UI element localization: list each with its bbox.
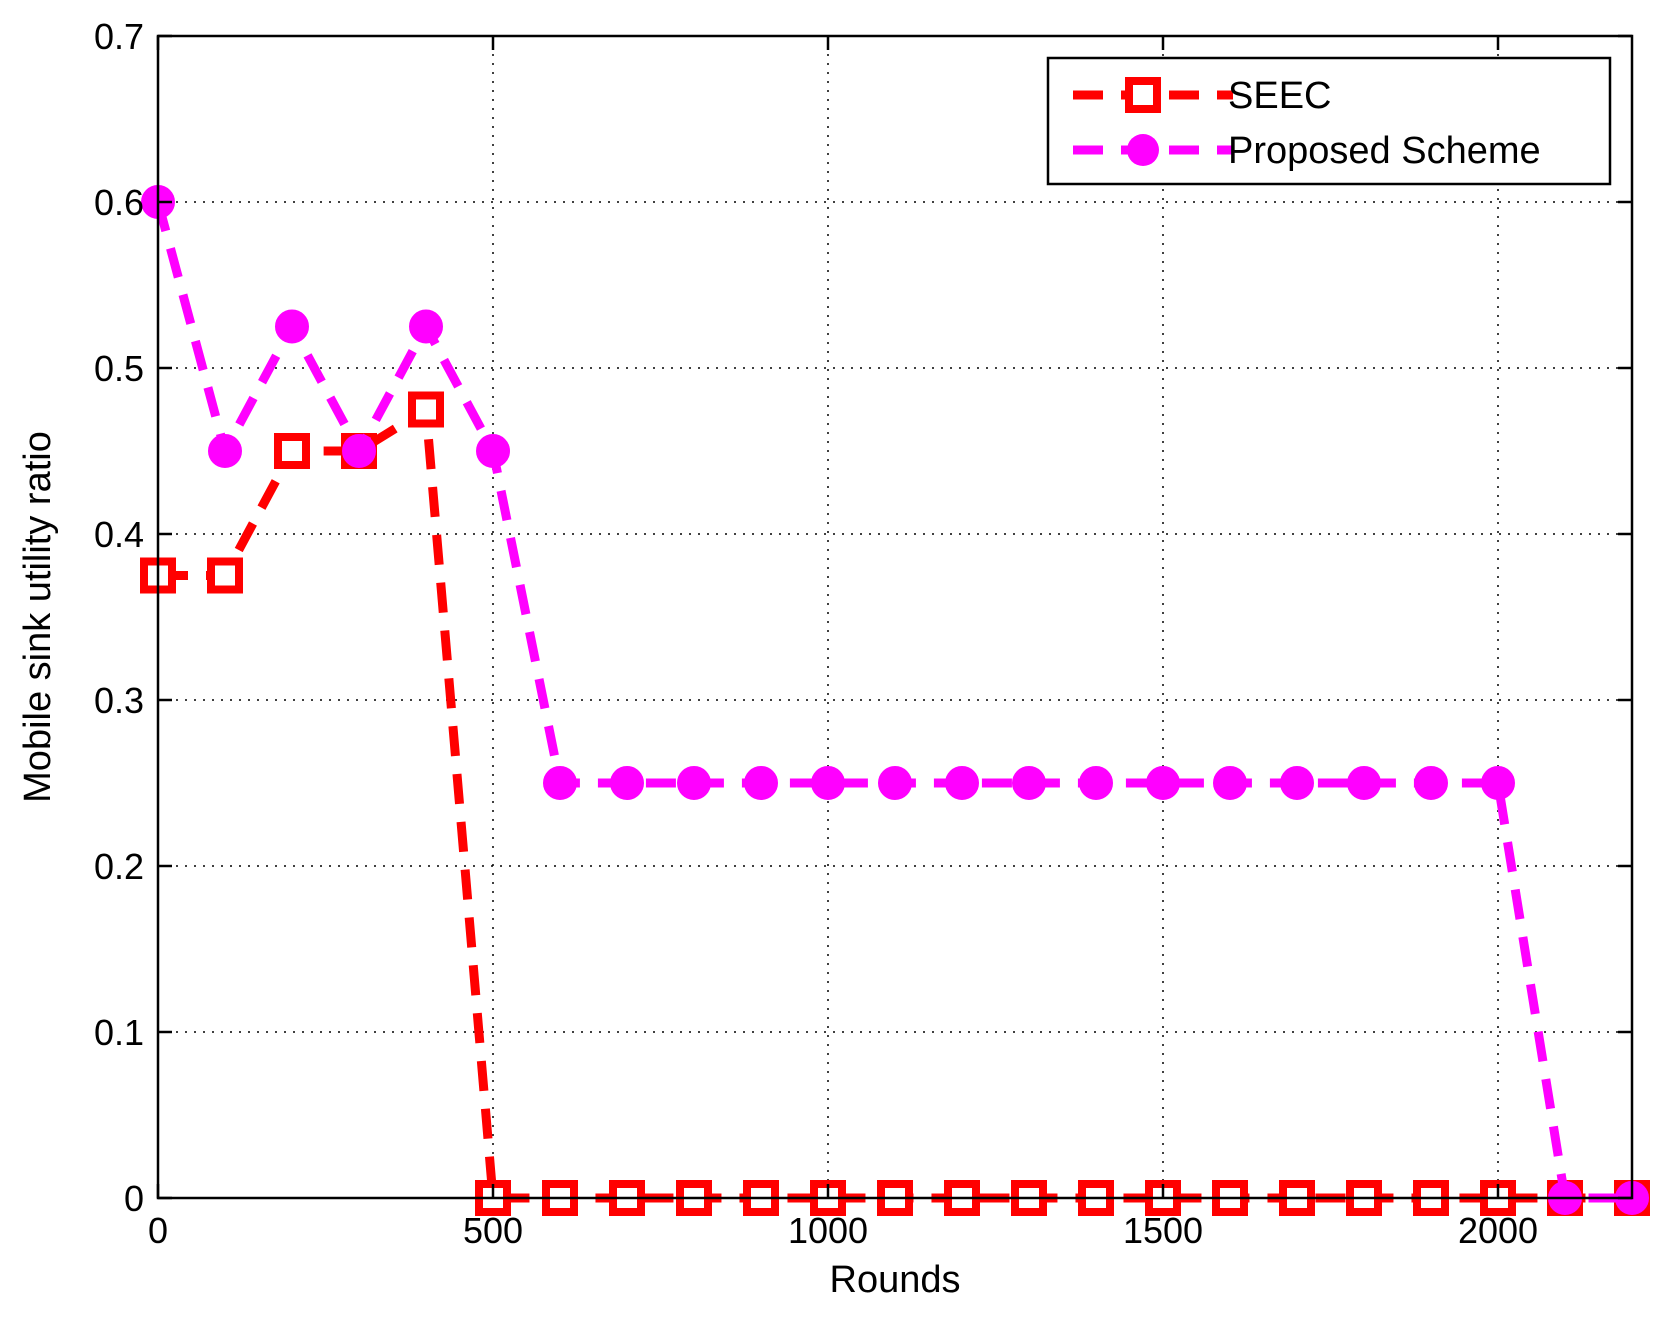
x-tick-label: 1000 bbox=[788, 1210, 868, 1251]
plot-frame bbox=[156, 34, 1634, 1200]
y-tick-label: 0 bbox=[124, 1178, 144, 1219]
y-tick-label: 0.3 bbox=[94, 680, 144, 721]
data-point bbox=[1213, 766, 1247, 800]
data-point bbox=[1481, 766, 1515, 800]
data-point bbox=[274, 433, 310, 469]
legend-item: Proposed Scheme bbox=[1073, 130, 1541, 172]
data-point bbox=[275, 309, 309, 344]
data-point bbox=[1146, 766, 1180, 800]
x-tick-label: 500 bbox=[463, 1210, 523, 1251]
y-tick-label: 0.6 bbox=[94, 182, 144, 223]
data-point bbox=[811, 766, 845, 800]
data-point bbox=[878, 766, 912, 800]
grid-layer bbox=[158, 36, 1632, 1198]
legend-label: Proposed Scheme bbox=[1228, 130, 1541, 172]
legend-marker bbox=[1127, 134, 1159, 166]
legend-label: SEEC bbox=[1228, 75, 1331, 117]
plot-background bbox=[158, 36, 1632, 1198]
data-point bbox=[476, 434, 510, 468]
legend-item: SEEC bbox=[1073, 75, 1331, 117]
y-tick-label: 0.7 bbox=[94, 16, 144, 57]
data-point bbox=[1280, 766, 1314, 800]
y-tick-label: 0.4 bbox=[94, 514, 144, 555]
x-tick-label: 0 bbox=[148, 1210, 168, 1251]
data-point bbox=[409, 309, 443, 344]
x-tick-label: 2000 bbox=[1458, 1210, 1538, 1251]
data-point bbox=[1012, 766, 1046, 800]
data-point bbox=[1347, 766, 1381, 800]
data-point bbox=[543, 766, 577, 800]
data-point bbox=[207, 557, 243, 594]
tick-layer: 0 500 1000 1500 2000 0 0.1 0.2 0.3 0.4 0.5 0.6 0.7 bbox=[94, 16, 1632, 1251]
y-axis-label: Mobile sink utility ratio bbox=[17, 431, 59, 803]
x-tick-label: 1500 bbox=[1123, 1210, 1203, 1251]
legend: SEEC Proposed Scheme bbox=[1046, 56, 1612, 186]
data-point bbox=[945, 766, 979, 800]
y-tick-label: 0.2 bbox=[94, 846, 144, 887]
data-point bbox=[610, 766, 644, 800]
data-point bbox=[342, 434, 376, 468]
y-tick-label: 0.5 bbox=[94, 348, 144, 389]
data-point bbox=[408, 391, 444, 428]
data-point bbox=[1079, 766, 1113, 800]
data-point bbox=[208, 434, 242, 468]
x-axis-label: Rounds bbox=[830, 1259, 961, 1301]
data-point bbox=[677, 766, 711, 800]
axes-box bbox=[156, 34, 1634, 1200]
series-proposed-scheme bbox=[141, 185, 1649, 1215]
data-point bbox=[1414, 766, 1448, 800]
legend-marker bbox=[1125, 77, 1161, 113]
data-point bbox=[744, 766, 778, 800]
y-tick-label: 0.1 bbox=[94, 1012, 144, 1053]
